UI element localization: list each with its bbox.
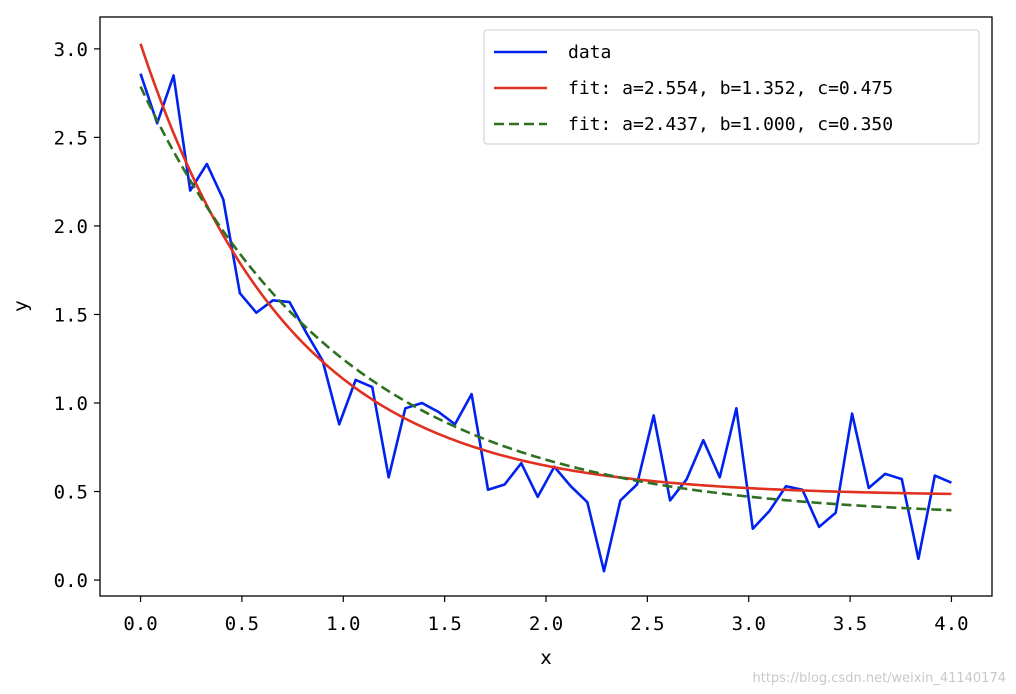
legend-label-3: fit: a=2.437, b=1.000, c=0.350 (568, 114, 893, 135)
y-axis-label: y (10, 300, 32, 311)
legend: data fit: a=2.554, b=1.352, c=0.475 fit: a… (483, 29, 980, 145)
series-layer (139, 43, 952, 573)
series-line-2 (139, 43, 952, 496)
legend-box (483, 29, 980, 145)
x-axis-label: x (540, 647, 551, 669)
series-line-3 (139, 86, 952, 512)
x-tick-label: 4.0 (934, 613, 968, 635)
watermark: https://blog.csdn.net/weixin_41140174 (752, 671, 1006, 686)
y-tick-label: 2.0 (54, 216, 88, 238)
x-tick-label: 3.0 (732, 613, 766, 635)
x-tick-label: 1.0 (326, 613, 360, 635)
x-tick-label: 1.5 (427, 613, 461, 635)
x-tick-label: 0.0 (123, 613, 157, 635)
y-tick-label: 3.0 (54, 39, 88, 61)
x-axis: 0.0 0.5 1.0 1.5 2.0 2.5 3.0 3.5 4.0 (123, 596, 969, 635)
y-tick-label: 0.0 (54, 570, 88, 592)
series-line-1 (139, 73, 952, 573)
y-axis: 0.0 0.5 1.0 1.5 2.0 2.5 3.0 (54, 39, 100, 592)
y-tick-label: 2.5 (54, 127, 88, 149)
x-tick-label: 2.0 (529, 613, 563, 635)
legend-label-2: fit: a=2.554, b=1.352, c=0.475 (568, 78, 893, 99)
x-tick-label: 0.5 (225, 613, 259, 635)
x-tick-label: 2.5 (630, 613, 664, 635)
legend-label-1: data (568, 42, 611, 63)
y-tick-label: 0.5 (54, 482, 88, 504)
y-tick-label: 1.5 (54, 304, 88, 326)
x-tick-label: 3.5 (833, 613, 867, 635)
y-tick-label: 1.0 (54, 393, 88, 415)
legend-entries: data fit: a=2.554, b=1.352, c=0.475 fit: a… (494, 42, 893, 135)
